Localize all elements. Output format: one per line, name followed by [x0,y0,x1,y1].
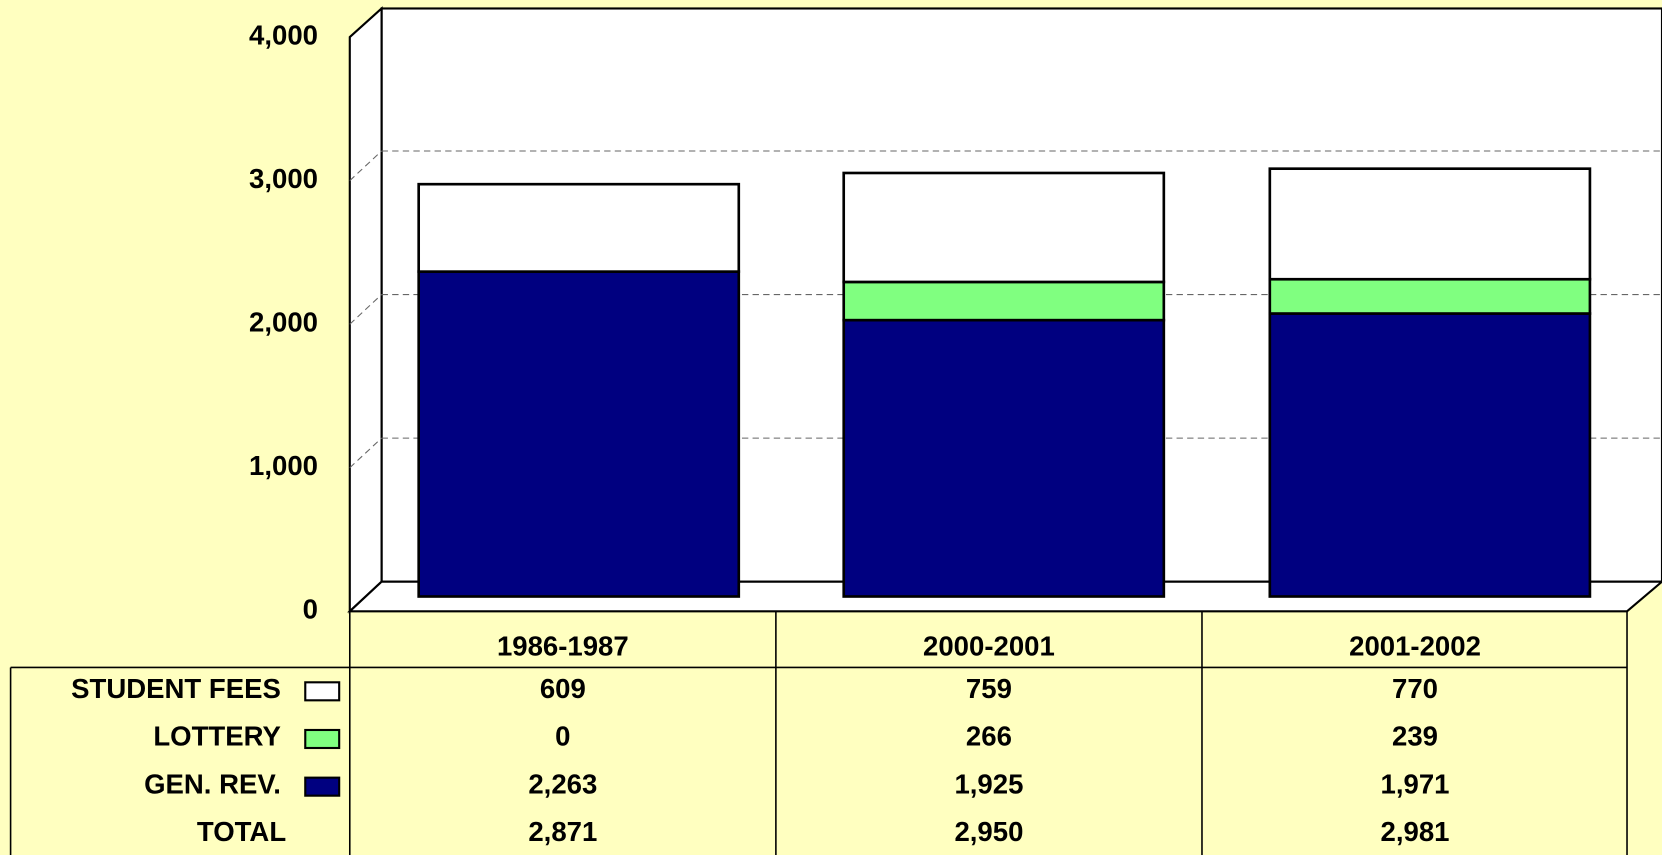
y-tick-label: 0 [303,594,318,625]
total-label: TOTAL [197,816,286,847]
table-value: 1,971 [1381,768,1450,799]
bar-segment [842,171,1166,284]
table-value: 759 [966,673,1012,704]
bar-segment [417,270,741,598]
y-tick-label: 4,000 [249,19,318,50]
legend-label: STUDENT FEES [71,673,281,704]
legend-swatch [304,681,341,702]
table-value: 609 [540,673,586,704]
grid-line [349,150,382,182]
x-tick-label: 2001-2002 [1349,631,1481,662]
x-tick-label: 1986-1987 [497,631,629,662]
bar-segment [1268,312,1592,598]
bar-segment [842,318,1166,598]
table-total: 2,871 [528,816,597,847]
bar-segment [417,182,741,273]
y-tick-label: 3,000 [249,163,318,194]
table-value: 266 [966,721,1012,752]
grid-line [349,294,382,325]
y-tick-label: 2,000 [249,306,318,337]
table-value: 239 [1392,721,1438,752]
legend-label: LOTTERY [153,721,281,752]
table-value: 0 [555,721,570,752]
table-total: 2,950 [954,816,1023,847]
legend-swatch [304,728,341,750]
table-value: 770 [1392,673,1438,704]
bar-segment [842,280,1166,322]
table-total: 2,981 [1381,816,1450,847]
x-tick-label: 2000-2001 [923,631,1055,662]
y-tick-label: 1,000 [249,450,318,481]
table-value: 2,263 [528,768,597,799]
legend-swatch [304,776,341,797]
bar-segment [1268,277,1592,315]
table-value: 1,925 [954,768,1023,799]
grid-line [349,437,382,469]
legend-label: GEN. REV. [144,768,281,799]
bar-segment [1268,167,1592,281]
